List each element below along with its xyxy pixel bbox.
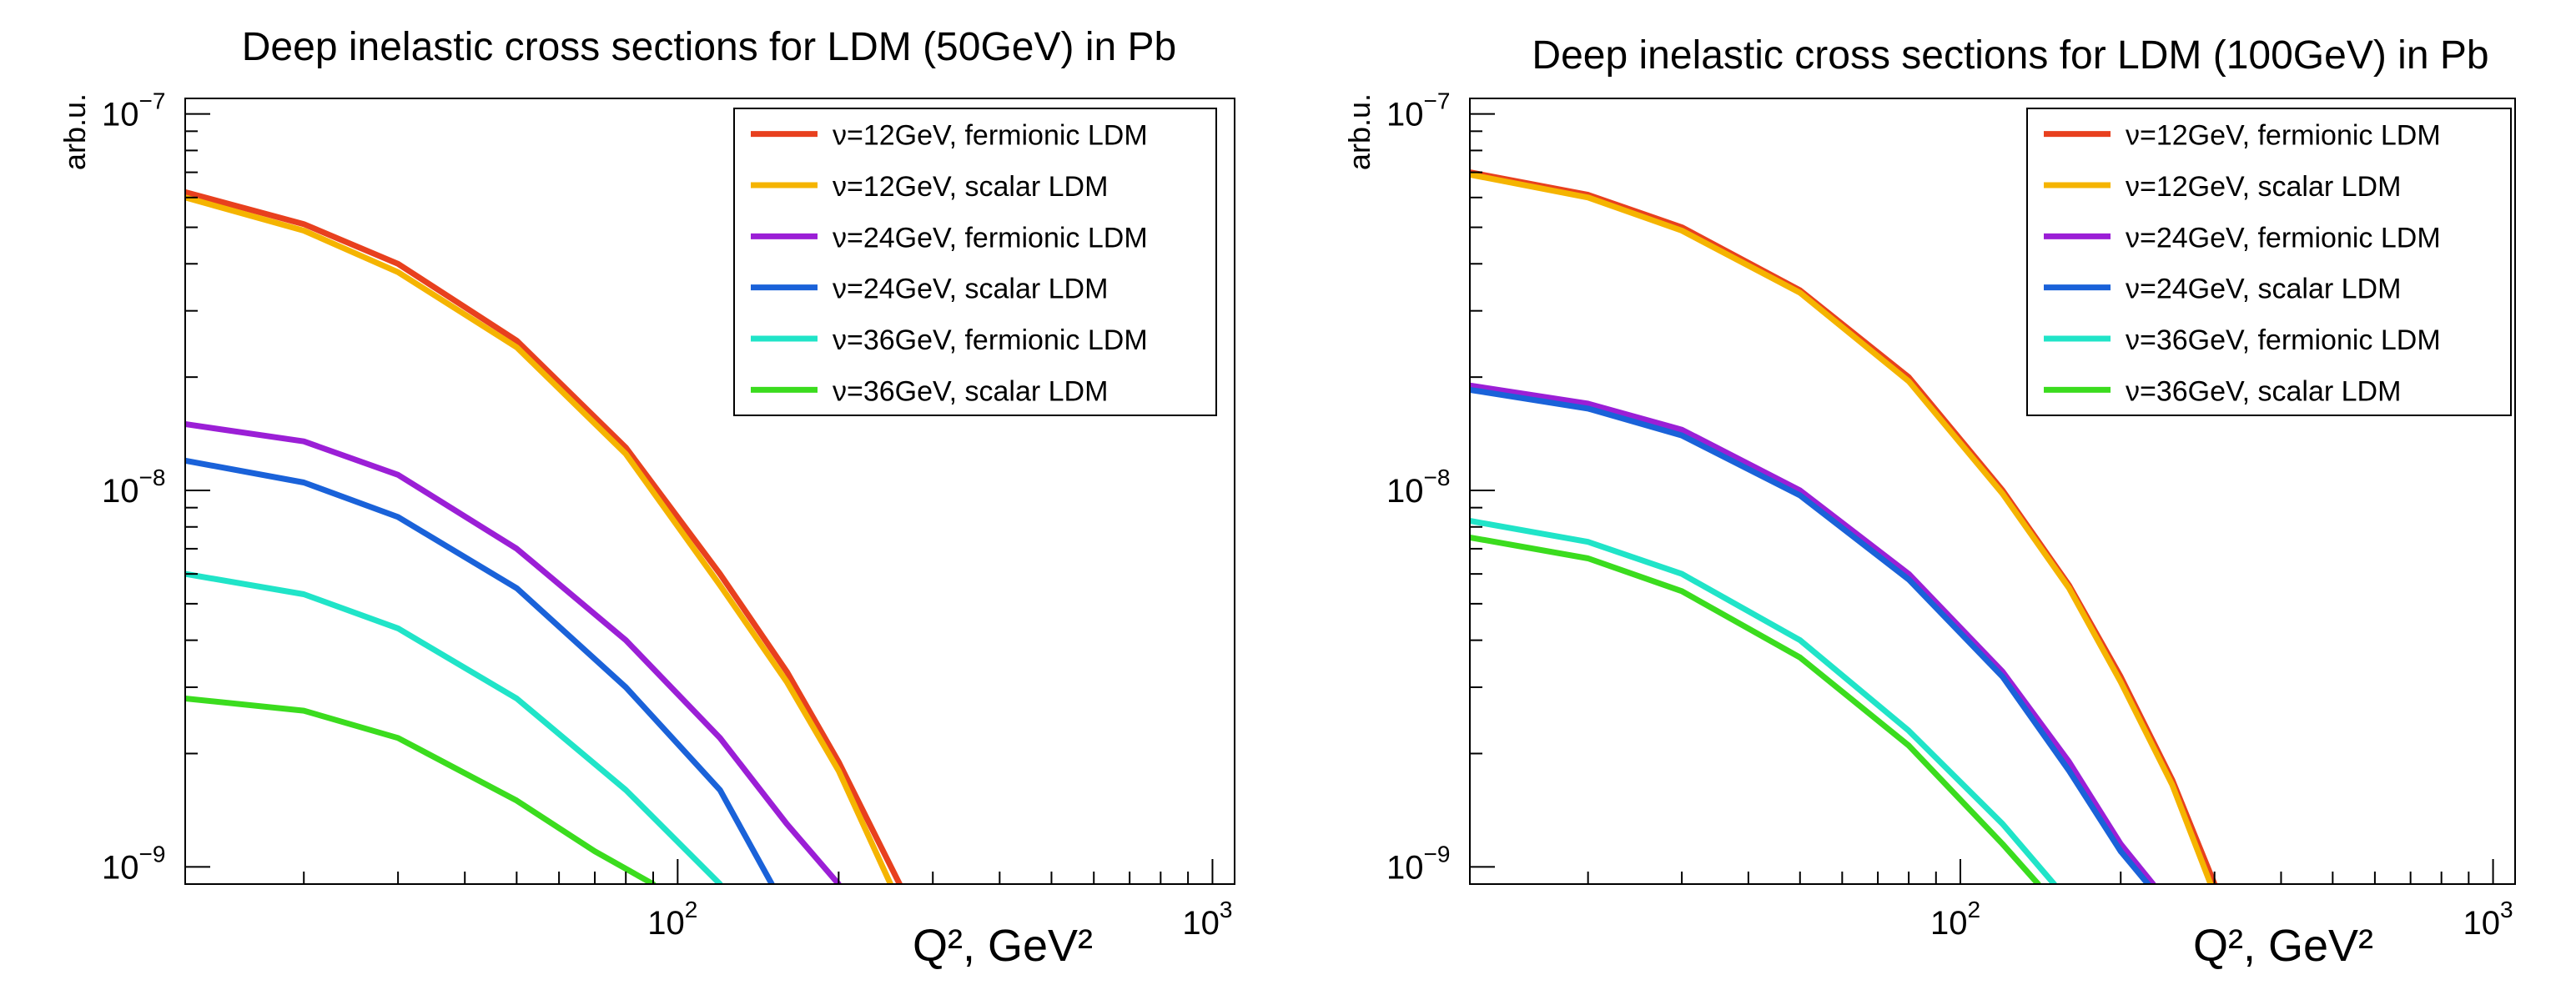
x-tick-label: 103 bbox=[2463, 897, 2513, 942]
legend-label: ν=24GeV, scalar LDM bbox=[833, 274, 1108, 305]
legend-label: ν=12GeV, fermionic LDM bbox=[2126, 120, 2441, 152]
y-tick-label: 10−9 bbox=[1386, 841, 1450, 886]
legend-label: ν=24GeV, scalar LDM bbox=[2126, 274, 2401, 305]
series-lines bbox=[1470, 169, 2218, 884]
legend-label: ν=24GeV, fermionic LDM bbox=[833, 222, 1148, 254]
series-line-3 bbox=[1470, 382, 2156, 884]
y-tick-label: 10−7 bbox=[102, 88, 165, 133]
series-line-1 bbox=[185, 188, 903, 884]
x-tick-label: 102 bbox=[647, 897, 697, 942]
series-line-4 bbox=[1470, 386, 2151, 884]
series-lines bbox=[185, 188, 903, 884]
x-tick-label: 103 bbox=[1182, 897, 1232, 942]
series-line-2 bbox=[1470, 171, 2214, 884]
chart-title: Deep inelastic cross sections for LDM (1… bbox=[1532, 33, 2488, 78]
y-tick-label: 10−9 bbox=[102, 841, 165, 886]
legend-label: ν=36GeV, fermionic LDM bbox=[2126, 324, 2441, 356]
y-axis-label: arb.u. bbox=[58, 93, 92, 170]
legend-label: ν=12GeV, scalar LDM bbox=[833, 171, 1108, 203]
y-axis-label: arb.u. bbox=[1342, 93, 1376, 170]
legend-label: ν=12GeV, scalar LDM bbox=[2126, 171, 2401, 203]
chart-panel-2: Deep inelastic cross sections for LDM (1… bbox=[1342, 33, 2516, 971]
legend-box bbox=[2026, 108, 2512, 416]
chart-panel-1: Deep inelastic cross sections for LDM (5… bbox=[58, 25, 1235, 971]
legend-label: ν=36GeV, scalar LDM bbox=[833, 375, 1108, 407]
series-line-6 bbox=[185, 696, 657, 884]
legend-label: ν=36GeV, scalar LDM bbox=[2126, 375, 2401, 407]
legend-label: ν=24GeV, fermionic LDM bbox=[2126, 222, 2441, 254]
y-tick-label: 10−8 bbox=[1386, 465, 1450, 510]
series-line-2 bbox=[185, 194, 893, 884]
legend: ν=12GeV, fermionic LDM ν=12GeV, scalar LD… bbox=[2026, 108, 2512, 416]
legend-label: ν=12GeV, fermionic LDM bbox=[833, 120, 1148, 152]
legend-label: ν=36GeV, fermionic LDM bbox=[833, 324, 1148, 356]
series-line-4 bbox=[185, 457, 775, 884]
series-line-5 bbox=[185, 570, 723, 884]
y-tick-label: 10−7 bbox=[1386, 88, 1450, 133]
legend: ν=12GeV, fermionic LDM ν=12GeV, scalar LD… bbox=[733, 108, 1217, 416]
x-axis-label: Q², GeV² bbox=[2193, 921, 2373, 971]
y-tick-label: 10−8 bbox=[102, 465, 165, 510]
series-line-3 bbox=[185, 421, 842, 884]
x-tick-label: 102 bbox=[1930, 897, 1980, 942]
chart-title: Deep inelastic cross sections for LDM (5… bbox=[242, 25, 1176, 69]
legend-box bbox=[733, 108, 1217, 416]
series-line-5 bbox=[1470, 518, 2057, 884]
x-axis-label: Q², GeV² bbox=[913, 921, 1093, 971]
series-line-6 bbox=[1470, 534, 2041, 884]
